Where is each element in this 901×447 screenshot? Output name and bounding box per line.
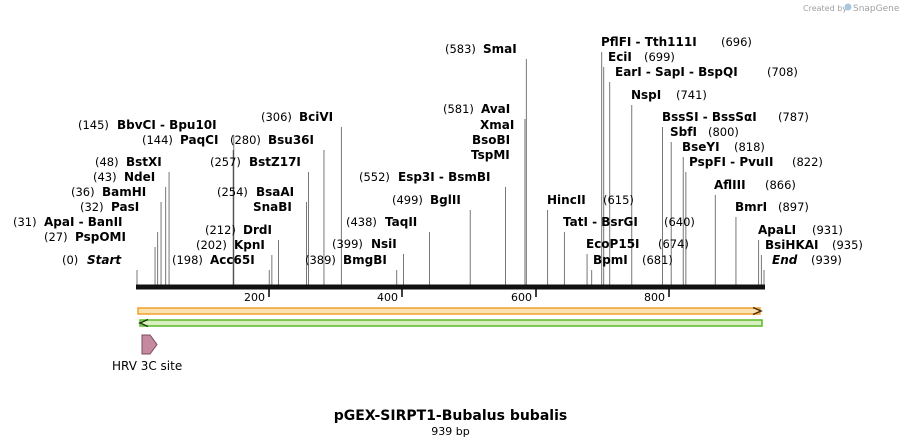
- site-label-start[interactable]: (0) Start: [62, 249, 122, 268]
- site-label-acc65i[interactable]: (198) Acc65I: [172, 249, 255, 268]
- site-labels: (583) SmaI (581) AvaI XmaI BsoBI TspMI (…: [13, 31, 863, 268]
- site-label-afliii[interactable]: AflIII (866): [714, 174, 796, 193]
- reverse-arrowhead-icon: [138, 318, 149, 328]
- site-label-bsu36i[interactable]: (280) Bsu36I: [230, 129, 314, 148]
- site-label-ecop15i[interactable]: EcoP15I (674): [586, 233, 689, 252]
- leader-lines: [136, 52, 765, 285]
- feature-forward-bar: [137, 307, 761, 315]
- site-label-bcivi[interactable]: (306) BciVI: [261, 106, 333, 125]
- site-label-end[interactable]: End (939): [772, 249, 842, 268]
- feature-forward-arrow[interactable]: [137, 306, 763, 316]
- site-label-apali[interactable]: ApaLI (931): [758, 219, 843, 238]
- feature-hrv-3c-site[interactable]: HRV 3C site: [112, 334, 182, 373]
- site-label-bsobi[interactable]: BsoBI: [472, 133, 510, 147]
- site-label-drdi[interactable]: (212) DrdI: [205, 219, 272, 238]
- tick-label-800: 800: [644, 291, 665, 304]
- site-label-bstz17i[interactable]: (257) BstZ17I: [210, 151, 301, 170]
- site-label-tati[interactable]: TatI - BsrGI (640): [563, 211, 695, 230]
- site-label-bmri[interactable]: BmrI (897): [735, 196, 809, 215]
- site-label-bmgbi[interactable]: (389) BmgBI: [305, 249, 387, 268]
- site-label-ndei[interactable]: (43) NdeI: [93, 166, 155, 185]
- site-label-eari[interactable]: EarI - SapI - BspQI (708): [615, 61, 798, 80]
- snapgene-logo-icon: [844, 3, 852, 11]
- site-label-esp3i[interactable]: (552) Esp3I - BsmBI: [359, 166, 490, 185]
- site-label-bsaai[interactable]: (254) BsaAI: [217, 181, 294, 200]
- site-label-apai[interactable]: (31) ApaI - BanII: [13, 211, 123, 230]
- map-length: 939 bp: [431, 425, 469, 438]
- site-label-bstxi[interactable]: (48) BstXI: [95, 151, 162, 170]
- site-label-ecii[interactable]: EciI (699): [608, 46, 675, 65]
- site-label-snabi[interactable]: SnaBI: [253, 200, 292, 214]
- map-title: pGEX-SIRPT1-Bubalus bubalis: [334, 408, 567, 424]
- site-label-pflfi[interactable]: PflFI - Tth111I (696): [601, 31, 752, 50]
- site-label-tspmi[interactable]: TspMI: [471, 148, 510, 162]
- feature-reverse-arrow[interactable]: [138, 318, 763, 328]
- site-label-pspomi[interactable]: (27) PspOMI: [44, 226, 126, 245]
- credit: Created by SnapGene: [803, 3, 900, 14]
- feature-reverse-bar: [139, 319, 763, 327]
- site-label-taqii[interactable]: (438) TaqII: [346, 211, 417, 230]
- site-label-pspfi[interactable]: PspFI - PvuII (822): [689, 151, 823, 170]
- site-label-nsii[interactable]: (399) NsiI: [332, 233, 397, 252]
- tick-label-400: 400: [377, 291, 398, 304]
- site-label-pasi[interactable]: (32) PasI: [80, 196, 139, 215]
- site-label-xmai[interactable]: XmaI: [480, 118, 514, 132]
- site-label-nspi[interactable]: NspI (741): [631, 84, 707, 103]
- site-label-bsihkai[interactable]: BsiHKAI (935): [765, 234, 863, 253]
- tick-label-200: 200: [244, 291, 265, 304]
- hrv-3c-arrow-icon: [141, 334, 158, 355]
- hrv-3c-label: HRV 3C site: [112, 359, 182, 373]
- site-label-bbvci[interactable]: (145) BbvCI - Bpu10I: [78, 114, 217, 133]
- site-label-smai[interactable]: (583) SmaI: [445, 38, 517, 57]
- site-label-bpmi[interactable]: BpmI (681): [593, 249, 673, 268]
- site-label-sbfi[interactable]: SbfI (800): [670, 121, 739, 140]
- scale-ticks: 200 400 600 800: [244, 289, 670, 304]
- site-label-kpni[interactable]: (202) KpnI: [196, 234, 265, 253]
- site-label-hincii[interactable]: HincII (615): [547, 189, 634, 208]
- site-label-avai[interactable]: (581) AvaI: [443, 98, 510, 117]
- forward-arrowhead-icon: [752, 306, 763, 316]
- site-label-bamhi[interactable]: (36) BamHI: [71, 181, 146, 200]
- site-label-bseyi[interactable]: BseYI (818): [682, 136, 765, 155]
- dna-backbone: [136, 284, 765, 290]
- site-label-bglii[interactable]: (499) BglII: [392, 189, 461, 208]
- site-label-bsssi[interactable]: BssSI - BssSαI (787): [662, 106, 809, 125]
- tick-label-600: 600: [511, 291, 532, 304]
- credit-prefix: Created by: [803, 4, 847, 13]
- site-label-paqci[interactable]: (144) PaqCI: [142, 129, 218, 148]
- credit-brand: SnapGene: [853, 4, 900, 14]
